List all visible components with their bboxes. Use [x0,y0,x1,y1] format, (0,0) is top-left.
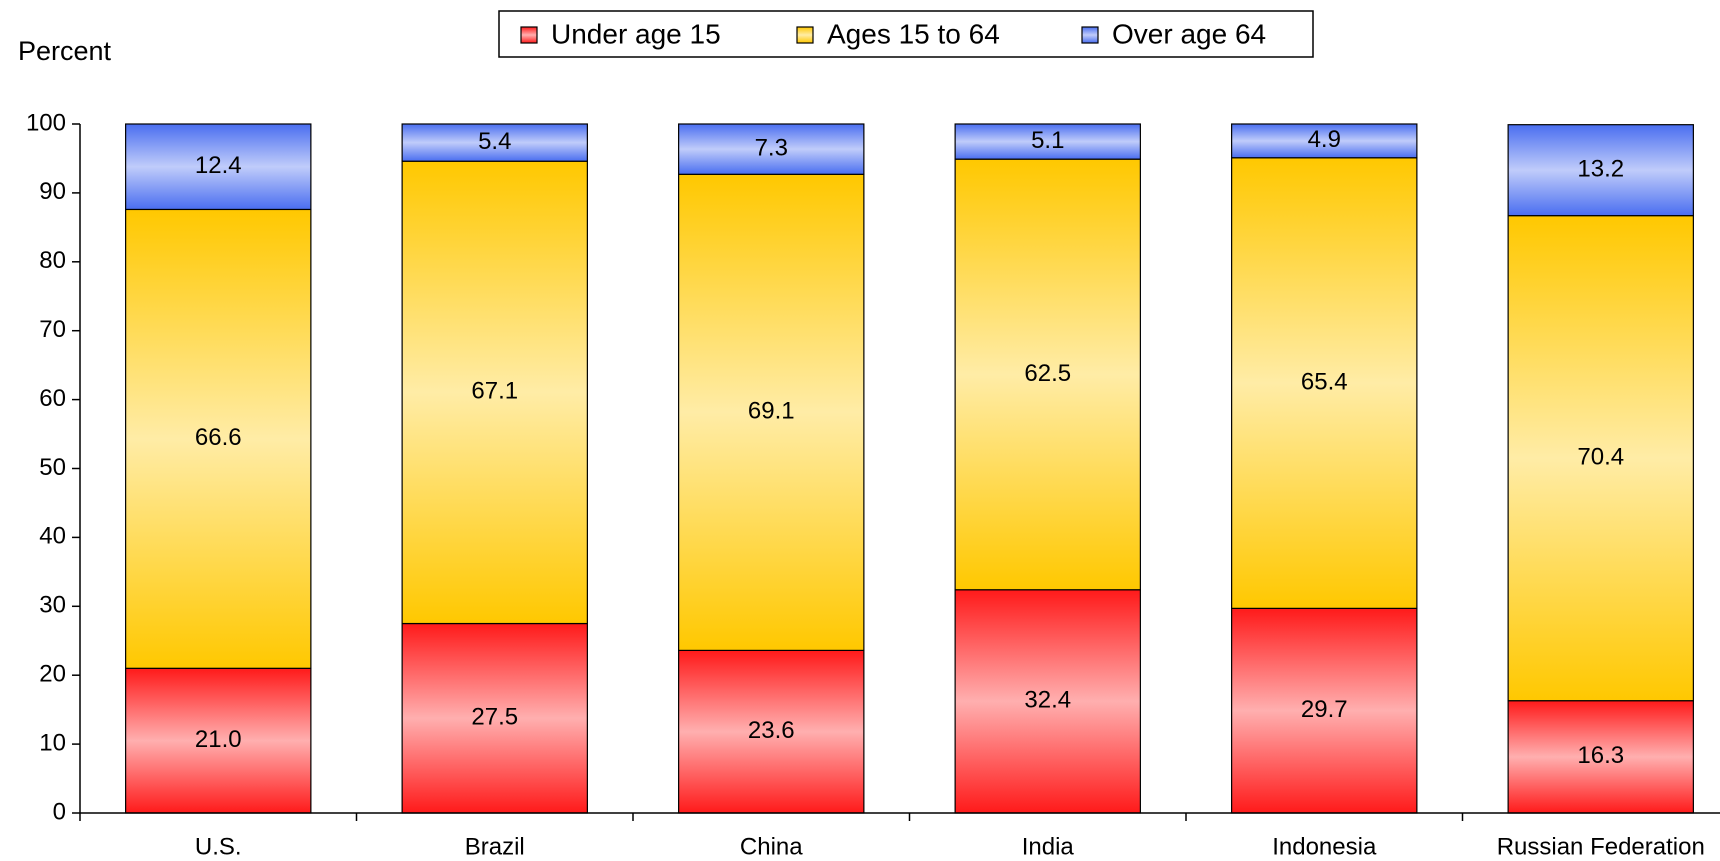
bar-segment [401,622,588,814]
bar-segment [1231,157,1418,609]
bar-segment [1231,607,1418,814]
data-label: 23.6 [748,717,795,744]
data-label: 5.1 [1031,127,1064,154]
y-tick-label: 100 [26,109,66,136]
bar-segment [1507,124,1694,217]
bar-segment [1231,123,1418,159]
bar-segment [125,208,312,669]
y-tick-label: 20 [39,661,66,688]
data-label: 66.6 [195,424,242,451]
x-tick-label: Indonesia [1272,833,1377,860]
bar-segment [954,589,1141,814]
legend-box [498,10,1314,58]
data-label: 21.0 [195,726,242,753]
data-label: 7.3 [755,134,788,161]
bar-segment [678,173,865,651]
bar-segment [401,160,588,625]
data-label: 13.2 [1577,156,1624,183]
x-tick-label: U.S. [195,833,242,860]
data-label: 32.4 [1024,687,1071,714]
y-tick-label: 10 [39,729,66,756]
x-tick-label: China [740,833,803,860]
bar-segment [125,667,312,814]
bar-segment [678,123,865,175]
data-label: 70.4 [1577,444,1624,471]
data-label: 5.4 [478,128,511,155]
y-tick-label: 30 [39,592,66,619]
y-axis-label: Percent [18,36,112,66]
legend-label: Ages 15 to 64 [827,18,1000,49]
bar-segment [1507,215,1694,702]
data-label: 12.4 [195,152,242,179]
legend-swatch [796,26,814,44]
y-tick-label: 90 [39,178,66,205]
data-label: 67.1 [471,378,518,405]
x-tick-label: India [1022,833,1075,860]
y-tick-label: 50 [39,454,66,481]
legend-label: Over age 64 [1112,18,1266,49]
x-tick-label: Brazil [465,833,525,860]
data-label: 16.3 [1577,742,1624,769]
data-label: 29.7 [1301,696,1348,723]
data-label: 27.5 [471,704,518,731]
legend-label: Under age 15 [551,18,721,49]
y-tick-label: 70 [39,316,66,343]
bar-segment [954,123,1141,160]
y-tick-label: 80 [39,247,66,274]
x-tick-label: Russian Federation [1497,833,1705,860]
bar-segment [954,158,1141,591]
data-label: 65.4 [1301,368,1348,395]
y-tick-label: 40 [39,523,66,550]
bar-segment [125,123,312,211]
legend-swatch [1081,26,1099,44]
bar-segment [678,649,865,814]
y-tick-label: 0 [53,798,66,825]
data-label: 62.5 [1024,360,1071,387]
data-label: 4.9 [1308,126,1341,153]
legend-swatch [520,26,538,44]
data-label: 69.1 [748,398,795,425]
bar-segment [1507,700,1694,814]
y-tick-label: 60 [39,385,66,412]
bar-segment [401,123,588,162]
